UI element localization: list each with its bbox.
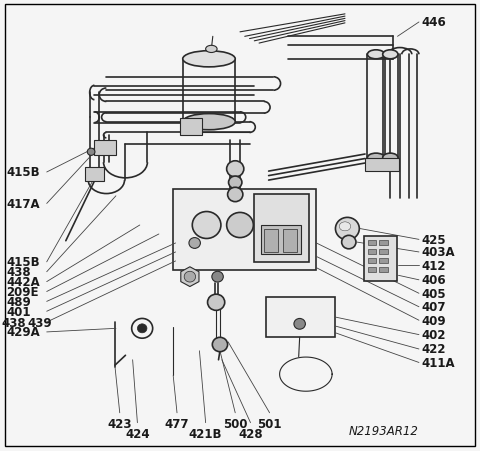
Text: 423: 423 (108, 417, 132, 430)
Text: 425: 425 (421, 233, 446, 246)
Ellipse shape (192, 212, 221, 239)
Ellipse shape (383, 51, 398, 60)
Text: 412: 412 (421, 259, 446, 272)
Bar (368, 249, 376, 255)
Bar (95, 140, 116, 156)
Text: 401: 401 (6, 305, 31, 318)
Ellipse shape (189, 238, 200, 249)
Text: 477: 477 (165, 417, 189, 430)
Bar (379, 258, 388, 263)
Ellipse shape (383, 154, 398, 163)
Text: 415B: 415B (6, 166, 40, 179)
Text: 501: 501 (257, 417, 282, 430)
Ellipse shape (183, 115, 235, 130)
Text: 429A: 429A (6, 326, 40, 339)
Ellipse shape (87, 149, 95, 156)
Bar (266, 297, 336, 337)
Text: 428: 428 (238, 427, 263, 440)
Text: 406: 406 (421, 274, 446, 287)
Text: 442A: 442A (6, 276, 40, 289)
Bar (262, 226, 300, 255)
Ellipse shape (212, 337, 228, 352)
Ellipse shape (227, 213, 253, 238)
Text: 415B: 415B (6, 256, 40, 269)
Bar (379, 267, 388, 272)
Bar (173, 189, 316, 270)
Ellipse shape (342, 236, 356, 249)
Ellipse shape (212, 272, 223, 282)
Text: 439: 439 (28, 316, 52, 329)
Ellipse shape (339, 222, 351, 231)
Ellipse shape (367, 51, 384, 60)
Bar (379, 249, 388, 255)
Bar (254, 195, 309, 262)
Bar (365, 158, 399, 172)
Bar (379, 240, 388, 246)
Text: 421B: 421B (189, 427, 222, 440)
Text: N2193AR12: N2193AR12 (348, 424, 418, 437)
Ellipse shape (367, 154, 384, 163)
Bar (85, 167, 104, 182)
Text: 422: 422 (421, 343, 446, 356)
Text: 489: 489 (6, 295, 31, 308)
Text: 424: 424 (125, 427, 150, 440)
Text: 409: 409 (421, 314, 446, 327)
Ellipse shape (294, 319, 305, 330)
Ellipse shape (228, 177, 242, 189)
Text: 438: 438 (1, 316, 26, 329)
Bar (368, 240, 376, 246)
Polygon shape (181, 267, 199, 287)
Bar (364, 237, 397, 281)
Text: 500: 500 (223, 417, 248, 430)
Ellipse shape (207, 295, 225, 311)
Text: 438: 438 (6, 266, 31, 279)
Ellipse shape (227, 161, 244, 178)
Bar (283, 230, 297, 253)
Ellipse shape (205, 46, 217, 53)
Bar (180, 119, 202, 136)
Ellipse shape (184, 272, 196, 282)
Text: 209E: 209E (6, 285, 39, 298)
Text: 402: 402 (421, 328, 446, 341)
Bar (368, 258, 376, 263)
Text: 405: 405 (421, 287, 446, 300)
Bar (264, 230, 278, 253)
Bar (368, 267, 376, 272)
Text: 403A: 403A (421, 246, 455, 259)
Text: 446: 446 (421, 16, 446, 29)
Text: 417A: 417A (6, 198, 40, 211)
Ellipse shape (228, 188, 243, 202)
Ellipse shape (336, 218, 360, 240)
Ellipse shape (137, 324, 147, 333)
Ellipse shape (183, 51, 235, 68)
Text: 411A: 411A (421, 356, 455, 369)
Text: 407: 407 (421, 301, 446, 313)
